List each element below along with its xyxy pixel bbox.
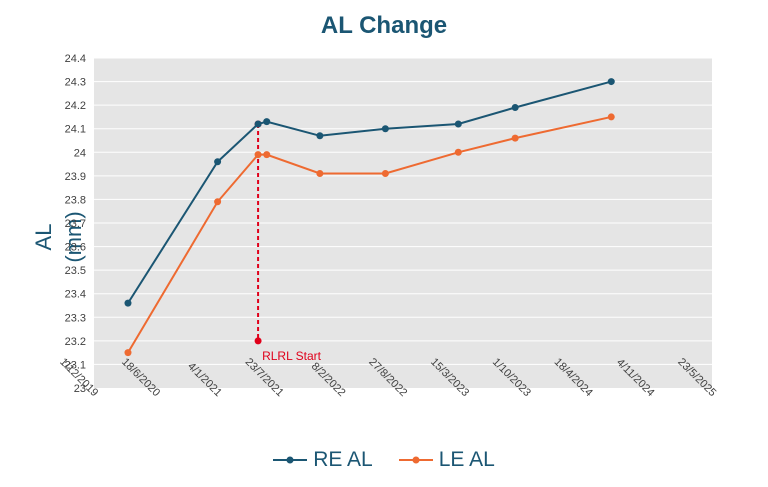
legend: RE AL LE AL: [0, 448, 768, 472]
y-tick-label: 23.3: [65, 312, 86, 324]
legend-swatch-marker: [286, 456, 294, 464]
data-point: [254, 151, 262, 159]
y-tick-label: 23.8: [65, 194, 86, 206]
data-point: [124, 349, 132, 357]
data-point: [316, 132, 324, 140]
series-re-al: [124, 78, 615, 307]
data-point: [124, 299, 132, 307]
gridlines: [94, 57, 712, 365]
y-tick-label: 23.4: [65, 289, 86, 301]
y-axis-ticks: 23 23.1 23.2 23.3 23.4 23.5 23.6 23.7 23.8 23.9 24…: [65, 53, 86, 395]
y-tick-label: 23.2: [65, 336, 86, 348]
data-point: [454, 120, 462, 128]
y-tick-label: 24.4: [65, 53, 86, 65]
y-tick-label: 23.5: [65, 265, 86, 277]
data-point: [454, 148, 462, 156]
data-point: [214, 198, 222, 206]
data-point: [214, 158, 222, 166]
data-point: [381, 170, 389, 177]
chart-title: AL Change: [320, 12, 448, 39]
y-tick-label: 23.6: [65, 242, 86, 254]
data-point: [511, 104, 519, 111]
y-tick-label: 24.1: [65, 124, 86, 136]
data-point: [263, 118, 271, 126]
y-tick-label: 24.2: [65, 100, 86, 112]
annotation-point: [254, 337, 262, 345]
legend-item: RE AL: [273, 448, 373, 472]
data-point: [511, 134, 519, 142]
legend-swatch: [398, 456, 433, 464]
data-point: [607, 113, 615, 121]
legend-swatch: [273, 456, 308, 464]
data-point: [254, 120, 262, 128]
series: [124, 78, 615, 357]
series-le-al: [124, 113, 615, 357]
legend-item: LE AL: [398, 448, 495, 472]
y-tick-label: 24: [74, 147, 86, 159]
y-tick-label: 23: [74, 383, 86, 395]
y-tick-label: 23.1: [65, 359, 86, 371]
y-tick-label: 24.3: [65, 77, 86, 89]
y-tick-label: 23.9: [65, 171, 86, 183]
legend-label: RE AL: [313, 448, 373, 471]
annotation-label: RLRL Start: [262, 349, 322, 363]
y-tick-label: 23.7: [65, 218, 86, 230]
data-point: [607, 78, 615, 86]
legend-swatch-marker: [412, 456, 420, 464]
data-point: [381, 125, 389, 133]
data-point: [263, 151, 271, 159]
legend-label: LE AL: [438, 448, 495, 471]
data-point: [316, 170, 324, 177]
